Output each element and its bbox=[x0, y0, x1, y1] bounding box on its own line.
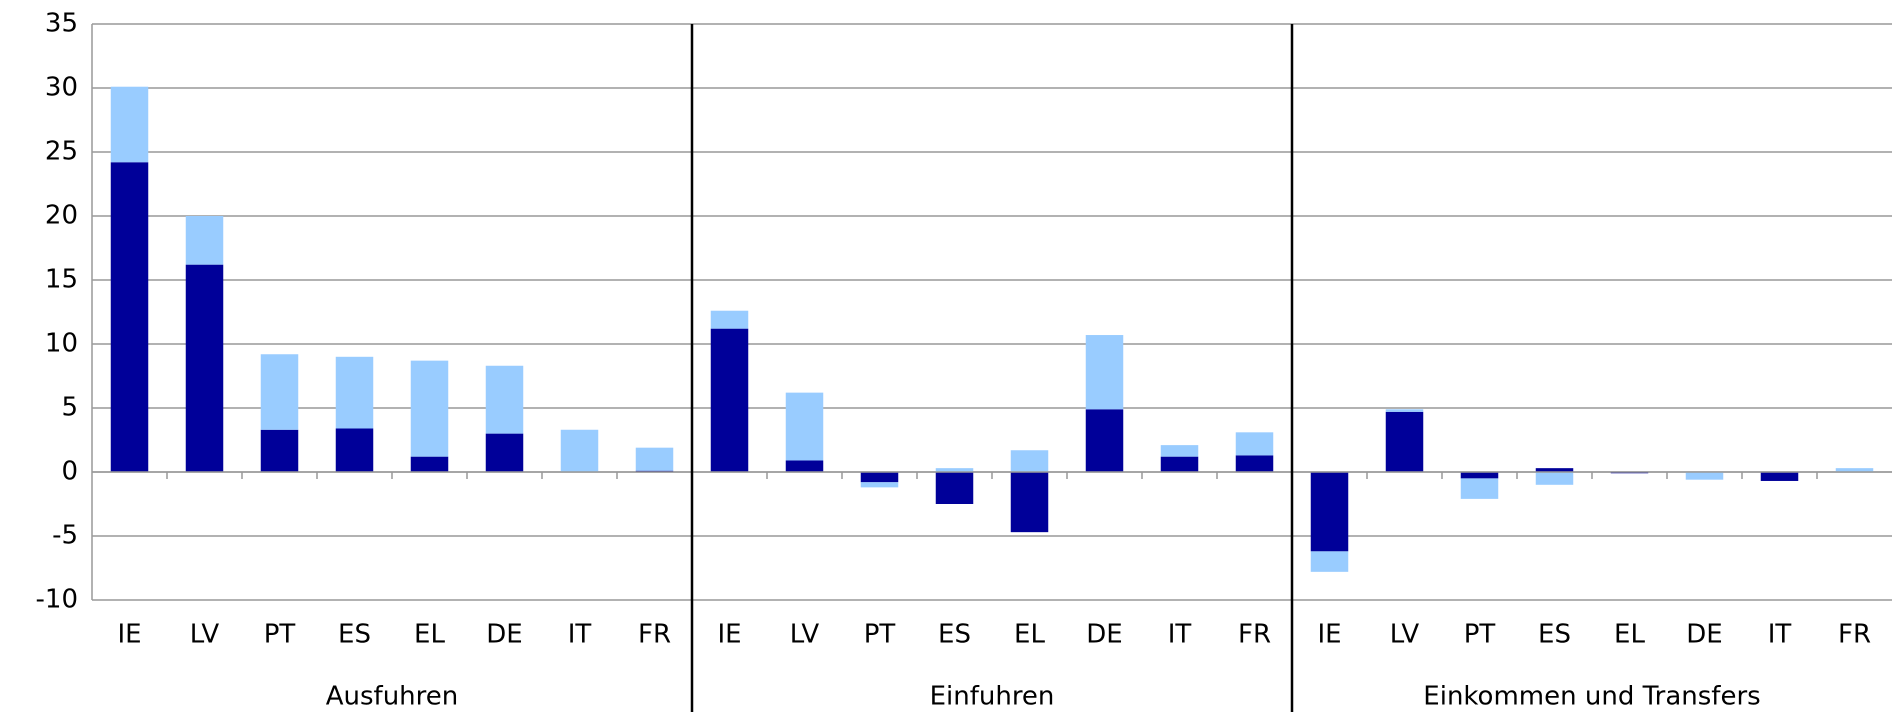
y-tick-label: 30 bbox=[45, 73, 78, 103]
bar bbox=[485, 365, 524, 434]
bar bbox=[1310, 472, 1349, 552]
y-tick-label: 25 bbox=[45, 137, 78, 167]
bar bbox=[860, 472, 899, 483]
x-tick-label: EL bbox=[414, 620, 445, 650]
bar bbox=[1010, 472, 1049, 533]
bar bbox=[485, 433, 524, 472]
bar bbox=[1685, 472, 1724, 480]
bar bbox=[1160, 456, 1199, 472]
y-tick-label: -10 bbox=[36, 585, 78, 615]
x-tick-label: FR bbox=[638, 620, 671, 650]
bar bbox=[185, 216, 224, 265]
bar bbox=[935, 468, 974, 472]
bar bbox=[935, 472, 974, 504]
y-tick-label: 35 bbox=[45, 9, 78, 39]
bar bbox=[410, 456, 449, 472]
y-tick-label: 0 bbox=[61, 457, 78, 487]
group-label: Einfuhren bbox=[930, 682, 1055, 712]
x-tick-label: DE bbox=[1686, 620, 1722, 650]
x-tick-label: LV bbox=[1390, 620, 1420, 650]
x-tick-label: IE bbox=[1317, 620, 1341, 650]
x-tick-label: ES bbox=[938, 620, 971, 650]
bar bbox=[335, 356, 374, 429]
x-tick-label: IT bbox=[1168, 620, 1192, 650]
bar bbox=[1085, 409, 1124, 472]
bar bbox=[860, 482, 899, 488]
x-tick-label: IE bbox=[117, 620, 141, 650]
bar bbox=[1535, 472, 1574, 485]
x-tick-label: PT bbox=[264, 620, 296, 650]
bar bbox=[710, 310, 749, 329]
bar bbox=[110, 162, 149, 473]
x-tick-label: PT bbox=[1464, 620, 1496, 650]
x-tick-label: LV bbox=[790, 620, 820, 650]
y-tick-label: 10 bbox=[45, 329, 78, 359]
y-tick-label: -5 bbox=[52, 521, 78, 551]
x-tick-label: IT bbox=[1768, 620, 1792, 650]
bar bbox=[185, 264, 224, 472]
x-tick-label: ES bbox=[338, 620, 371, 650]
x-tick-label: IT bbox=[568, 620, 592, 650]
x-tick-label: ES bbox=[1538, 620, 1571, 650]
bar bbox=[1085, 335, 1124, 410]
x-tick-label: LV bbox=[190, 620, 220, 650]
x-tick-label: PT bbox=[864, 620, 896, 650]
x-tick-label: DE bbox=[486, 620, 522, 650]
bar bbox=[1385, 409, 1424, 412]
bar bbox=[1835, 468, 1874, 472]
x-tick-label: FR bbox=[1838, 620, 1871, 650]
bar bbox=[1535, 468, 1574, 472]
bar bbox=[1310, 551, 1349, 572]
y-tick-label: 15 bbox=[45, 265, 78, 295]
bar bbox=[410, 360, 449, 457]
x-tick-label: DE bbox=[1086, 620, 1122, 650]
bar bbox=[710, 328, 749, 472]
bar bbox=[1160, 445, 1199, 457]
y-tick-label: 20 bbox=[45, 201, 78, 231]
bar bbox=[1760, 472, 1799, 481]
bar bbox=[260, 429, 299, 472]
bar bbox=[1010, 450, 1049, 472]
bar bbox=[110, 86, 149, 163]
bar bbox=[1385, 411, 1424, 472]
bar bbox=[1460, 478, 1499, 499]
bar bbox=[635, 447, 674, 471]
y-tick-label: 5 bbox=[61, 393, 78, 423]
bar bbox=[335, 428, 374, 472]
bar bbox=[785, 460, 824, 472]
bar bbox=[1235, 432, 1274, 456]
x-tick-label: EL bbox=[1614, 620, 1645, 650]
bar bbox=[1460, 472, 1499, 479]
x-tick-label: EL bbox=[1014, 620, 1045, 650]
bar bbox=[560, 429, 599, 472]
bar bbox=[260, 354, 299, 430]
x-tick-label: FR bbox=[1238, 620, 1271, 650]
bar bbox=[1235, 455, 1274, 472]
group-label: Einkommen und Transfers bbox=[1423, 682, 1760, 712]
bar bbox=[785, 392, 824, 461]
x-tick-label: IE bbox=[717, 620, 741, 650]
group-label: Ausfuhren bbox=[326, 682, 459, 712]
